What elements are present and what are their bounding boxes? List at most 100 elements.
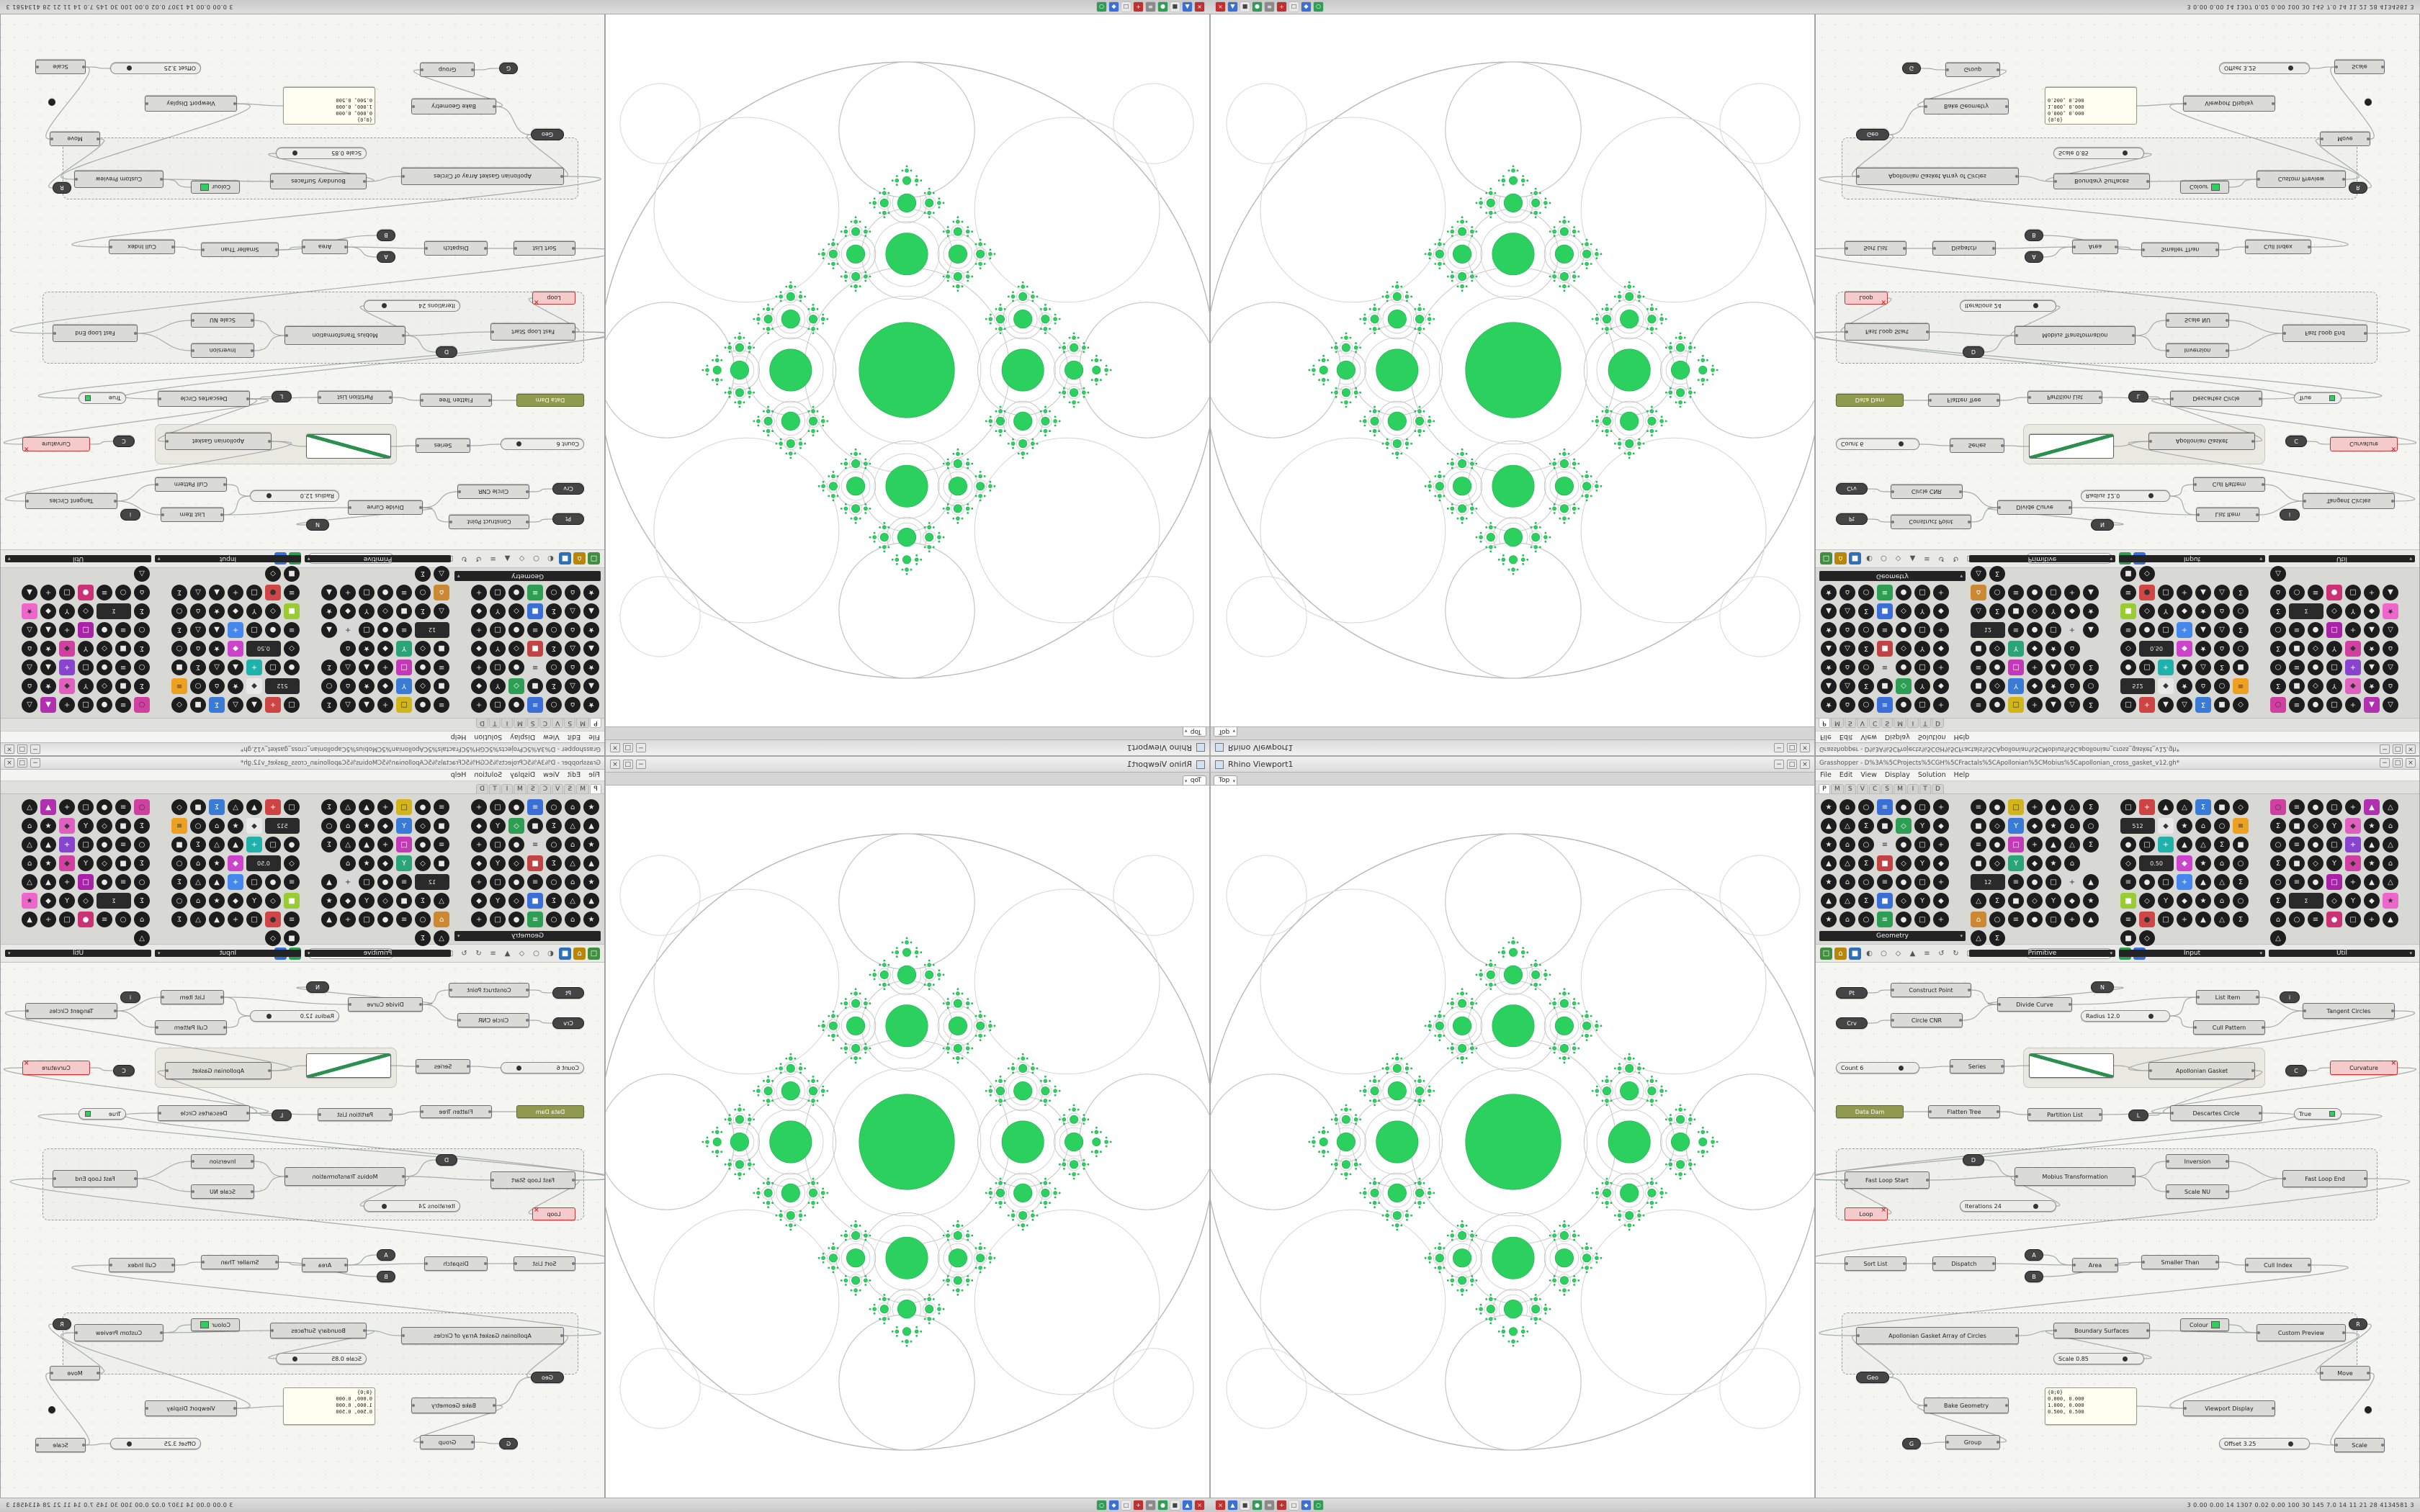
gh-node[interactable]: Smaller Than: [201, 1255, 279, 1269]
component-icon[interactable]: △: [2383, 874, 2398, 890]
component-icon[interactable]: Σ: [134, 855, 150, 871]
gh-node[interactable]: Geo: [1856, 129, 1889, 140]
gh-node[interactable]: Iterations 24: [1960, 300, 2056, 312]
toolbar-icon[interactable]: ⌂: [573, 552, 586, 565]
component-icon[interactable]: Σ: [171, 874, 187, 890]
toolbar-icon[interactable]: □: [1820, 552, 1832, 565]
taskbar-icon[interactable]: □: [1289, 2, 1299, 12]
component-icon[interactable]: ◇: [97, 678, 112, 694]
component-icon[interactable]: ◆: [471, 603, 487, 619]
component-icon[interactable]: □: [1914, 874, 1930, 890]
viewport-canvas[interactable]: [606, 786, 1209, 1498]
component-icon[interactable]: △: [2195, 660, 2211, 675]
close-button[interactable]: ×: [610, 760, 620, 769]
toolbar-icon[interactable]: ↺: [1938, 554, 1945, 563]
taskbar-icon[interactable]: ≡: [1265, 1500, 1274, 1510]
component-icon[interactable]: ≡: [2289, 622, 2305, 638]
gh-node[interactable]: Scale: [35, 60, 86, 74]
gh-node[interactable]: Crv: [1836, 1017, 1868, 1029]
component-icon[interactable]: ▲: [583, 855, 599, 871]
component-icon[interactable]: ◆: [471, 818, 487, 834]
gh-node[interactable]: G: [499, 63, 518, 74]
component-icon[interactable]: □: [265, 837, 281, 852]
minimize-button[interactable]: −: [1774, 743, 1784, 752]
gh-node[interactable]: Mobius Transformation: [2015, 1167, 2136, 1186]
gh-node[interactable]: Fast Loop Start: [490, 1171, 575, 1189]
component-icon[interactable]: ◇: [508, 641, 524, 657]
component-icon[interactable]: ○: [1858, 585, 1874, 600]
gh-node[interactable]: Series: [1950, 1059, 2004, 1074]
component-icon[interactable]: +: [1933, 660, 1949, 675]
gh-node[interactable]: L: [2128, 1110, 2148, 1121]
component-icon[interactable]: +: [246, 660, 262, 675]
component-icon[interactable]: ●: [2027, 622, 2043, 638]
component-icon[interactable]: Σ: [134, 818, 150, 834]
maximize-button[interactable]: □: [2393, 758, 2403, 768]
viewport-titlebar[interactable]: Rhino Viewport1 − □ ×: [606, 739, 1209, 755]
component-icon[interactable]: Y: [2326, 855, 2342, 871]
gh-node[interactable]: D: [1963, 1154, 1984, 1166]
component-icon[interactable]: ≡: [434, 697, 449, 713]
component-icon[interactable]: Y: [2345, 603, 2361, 619]
menu-solution[interactable]: Solution: [1917, 771, 1946, 779]
component-icon[interactable]: ○: [2233, 855, 2249, 871]
component-icon[interactable]: ◆: [59, 678, 75, 694]
component-icon[interactable]: ★: [2045, 818, 2061, 834]
component-icon[interactable]: +: [228, 874, 243, 890]
component-icon[interactable]: ≡: [284, 622, 300, 638]
component-tab-C4[interactable]: C: [539, 719, 552, 728]
component-icon[interactable]: △: [22, 660, 37, 675]
component-icon[interactable]: □: [1914, 837, 1930, 852]
component-icon[interactable]: □: [1914, 912, 1930, 927]
gh-node[interactable]: B: [377, 230, 395, 241]
component-icon[interactable]: ≡: [1971, 837, 1986, 852]
component-icon[interactable]: Σ: [415, 930, 431, 946]
component-icon[interactable]: △: [2383, 660, 2398, 675]
component-icon[interactable]: ○: [171, 855, 187, 871]
component-icon[interactable]: ◆: [2064, 893, 2080, 909]
component-icon[interactable]: △: [2064, 799, 2080, 815]
component-icon[interactable]: 512: [2120, 678, 2155, 694]
menu-solution[interactable]: Solution: [474, 733, 503, 741]
component-icon[interactable]: ⌂: [2064, 818, 2080, 834]
component-icon[interactable]: ◆: [2177, 855, 2192, 871]
component-icon[interactable]: △: [190, 622, 206, 638]
gh-node[interactable]: Iterations 24: [364, 1200, 460, 1212]
component-icon[interactable]: Y: [78, 818, 94, 834]
component-icon[interactable]: □: [359, 585, 375, 600]
taskbar-icon[interactable]: ●: [1252, 1500, 1262, 1510]
gh-node[interactable]: G: [499, 1438, 518, 1449]
component-icon[interactable]: ★: [1821, 912, 1837, 927]
component-icon[interactable]: □: [2345, 912, 2361, 927]
toolbar-icon[interactable]: ◇: [1895, 949, 1901, 958]
component-icon[interactable]: □: [2045, 912, 2061, 927]
component-tab-P0[interactable]: P: [590, 719, 601, 728]
component-icon[interactable]: +: [228, 585, 243, 600]
gh-node[interactable]: Area: [2072, 1258, 2118, 1272]
component-icon[interactable]: ■: [190, 799, 206, 815]
gh-node[interactable]: Scale NU: [191, 1184, 254, 1199]
component-icon[interactable]: 0.50: [2139, 641, 2174, 657]
component-icon[interactable]: ▲: [2158, 799, 2174, 815]
component-icon[interactable]: Y: [396, 855, 412, 871]
component-icon[interactable]: ⌂: [2270, 585, 2286, 600]
gh-node[interactable]: B: [2025, 230, 2043, 241]
component-icon[interactable]: ⌂: [2214, 893, 2230, 909]
component-icon[interactable]: ◇: [1896, 678, 1912, 694]
component-icon[interactable]: ▲: [40, 697, 56, 713]
toolbar-icon[interactable]: ◇: [519, 949, 525, 958]
component-icon[interactable]: □: [78, 874, 94, 890]
gh-node[interactable]: Apollonian Gasket: [165, 1062, 272, 1079]
component-icon[interactable]: ○: [546, 874, 562, 890]
component-icon[interactable]: +: [2364, 912, 2380, 927]
component-icon[interactable]: ◇: [171, 697, 187, 713]
component-icon[interactable]: □: [2158, 874, 2174, 890]
component-icon[interactable]: ●: [78, 912, 94, 927]
taskbar-icon[interactable]: ▲: [1228, 1500, 1237, 1510]
gh-node[interactable]: Descartes Circle: [2170, 1105, 2262, 1121]
component-icon[interactable]: □: [2326, 622, 2342, 638]
toolbar-icon[interactable]: ◇: [1895, 554, 1901, 563]
component-icon[interactable]: ●: [508, 799, 524, 815]
gh-node[interactable]: [2365, 99, 2372, 106]
component-icon[interactable]: +: [2345, 837, 2361, 852]
